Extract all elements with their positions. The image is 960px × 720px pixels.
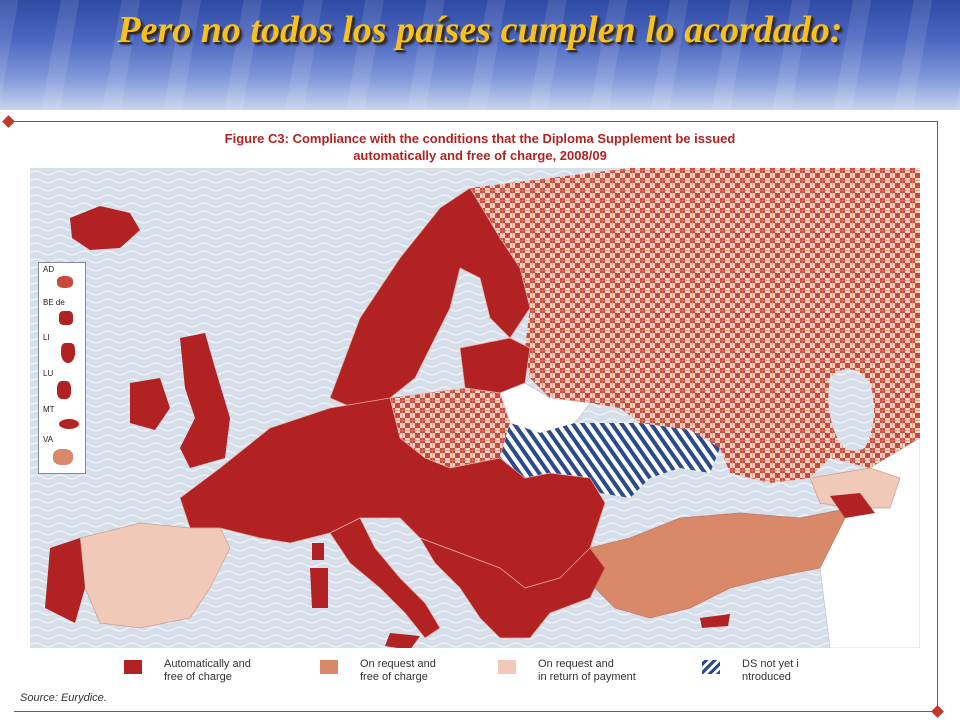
- legend-swatch-request-free: [320, 660, 338, 674]
- region-spain: [79, 522, 231, 629]
- frame-right-line: [937, 121, 938, 711]
- region-great-britain: [180, 333, 230, 468]
- europe-map: [30, 168, 920, 648]
- region-turkey: [589, 507, 851, 619]
- legend-item-auto-free: Automatically and free of charge: [124, 658, 251, 684]
- frame-diamond-bottom-right: [931, 705, 944, 718]
- inset-label-lu: LU: [43, 369, 54, 378]
- legend-item-request-free: On request and free of charge: [320, 658, 436, 684]
- frame-diamond-top-left: [2, 115, 15, 128]
- figure-title-line1: Figure C3: Compliance with the condition…: [224, 131, 736, 146]
- inset-shape-lu: [57, 381, 71, 399]
- region-sardinia: [310, 568, 328, 608]
- legend-swatch-auto-free: [124, 660, 142, 674]
- figure-title: Figure C3: Compliance with the condition…: [130, 130, 830, 164]
- inset-shape-mt: [59, 419, 79, 429]
- legend-item-not-introduced: DS not yet i ntroduced: [702, 658, 799, 684]
- figure-title-line2: automatically and free of charge, 2008/0…: [353, 148, 607, 163]
- region-corsica: [312, 543, 324, 560]
- legend-request-payment-line2: in return of payment: [538, 671, 636, 683]
- region-italy: [329, 517, 441, 639]
- region-russia: [470, 168, 920, 483]
- legend-auto-free-line2: free of charge: [164, 671, 232, 683]
- legend-request-free-line1: On request and: [360, 658, 436, 670]
- region-balkans: [419, 537, 606, 639]
- inset-shape-li: [61, 343, 75, 363]
- figure-source: Source: Eurydice.: [20, 692, 107, 704]
- legend-auto-free-line1: Automatically and: [164, 658, 251, 670]
- region-ukraine: [500, 423, 720, 498]
- frame-bottom-line: [14, 711, 938, 712]
- legend-not-introduced-line1: DS not yet i: [742, 658, 799, 670]
- inset-label-ad: AD: [43, 265, 55, 274]
- legend-request-free-line2: free of charge: [360, 671, 428, 683]
- region-cyprus: [700, 614, 730, 628]
- inset-shape-va: [53, 449, 73, 465]
- frame-top-line: [14, 121, 938, 122]
- inset-label-mt: MT: [43, 405, 55, 414]
- inset-shape-be-de: [59, 311, 73, 325]
- inset-shape-ad: [57, 276, 73, 288]
- legend-item-request-payment: On request and in return of payment: [498, 658, 636, 684]
- slide-banner: [0, 0, 960, 110]
- region-belarus: [499, 382, 591, 434]
- region-caucasus-red: [830, 493, 875, 518]
- legend-request-payment-line1: On request and: [538, 658, 614, 670]
- region-sicily: [385, 633, 420, 648]
- region-caspian-sea: [828, 369, 874, 451]
- region-baltics: [459, 337, 531, 394]
- region-portugal: [45, 538, 85, 623]
- inset-label-be-de: BE de: [43, 298, 65, 307]
- inset-label-li: LI: [43, 333, 50, 342]
- slide-title: Pero no todos los países cumplen lo acor…: [117, 9, 843, 51]
- inset-label-va: VA: [43, 435, 54, 444]
- region-ireland: [130, 378, 170, 430]
- microstates-inset: AD BE de LI LU MT VA: [38, 262, 86, 474]
- legend-not-introduced-line2: ntroduced: [742, 671, 791, 683]
- legend-swatch-not-introduced: [702, 660, 720, 674]
- legend-swatch-request-payment: [498, 660, 516, 674]
- region-iceland: [70, 206, 140, 250]
